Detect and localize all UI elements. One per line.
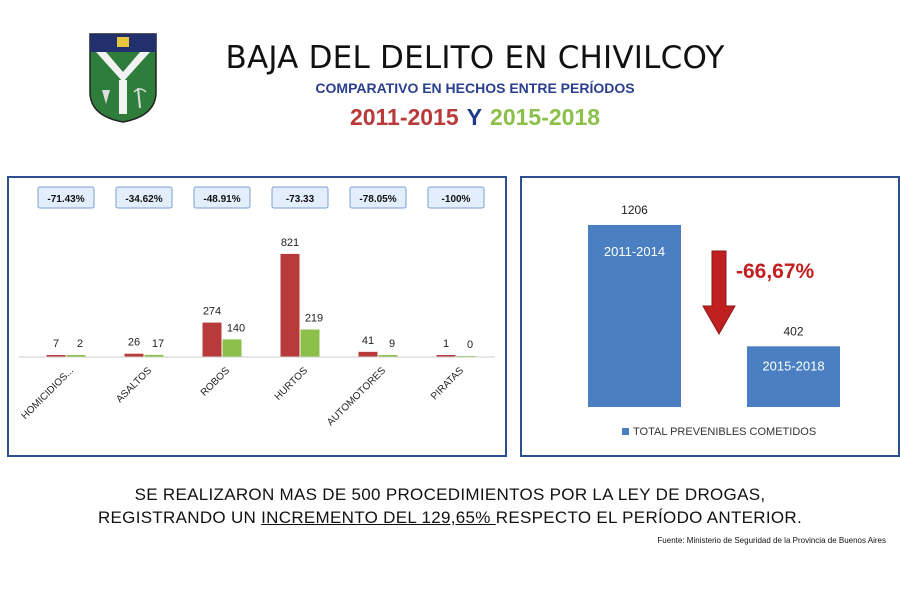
change-badge [271,186,329,209]
bar-period-a [358,351,378,357]
crime-category-chart: -71.43% 7 2 HOMICIDIOS... -34.62% 26 17 ASALTOS… [19,186,495,428]
period-b-label: 2015-2018 [490,104,601,130]
value-label-period-a: 274 [203,306,221,318]
value-label-period-a: 26 [128,337,140,349]
total-bar-period-label: 2015-2018 [762,358,824,373]
total-value-label: 1206 [621,203,648,217]
value-label-period-a: 821 [281,237,299,249]
total-preventable-chart-panel: 1206 2011-2014 402 2015-2018 -66,67% TOTAL PR… [520,176,900,457]
page-subtitle: COMPARATIVO EN HECHOS ENTRE PERÍODOS [315,80,635,96]
period-a-label: 2011-2015 [349,104,459,130]
change-badge-label: -71.43% [47,194,84,205]
change-badge [349,186,407,209]
value-label-period-b: 140 [227,322,245,334]
increment-note-underlined: INCREMENTO DEL 129,65% [261,508,496,527]
total-bar [588,224,681,407]
value-label-period-a: 41 [362,335,374,347]
change-badge-label: -73.33 [286,194,315,205]
increment-note-suffix: RESPECTO EL PERÍODO ANTERIOR. [495,508,803,527]
total-bar [747,346,840,407]
period-separator: Y [466,104,483,130]
bar-period-b [300,329,320,357]
bar-period-a [124,353,144,357]
change-badge-label: -100% [442,194,471,205]
legend-swatch [622,428,629,435]
value-label-period-b: 2 [77,338,83,350]
change-badge-label: -78.05% [359,194,396,205]
bar-period-b [66,355,86,357]
change-badge [427,186,485,209]
bar-period-b [144,354,164,357]
value-label-period-b: 219 [305,313,323,325]
drug-procedures-note: SE REALIZARON MAS DE 500 PROCEDIMIENTOS … [134,485,766,504]
category-label: HOMICIDIOS... [20,365,77,422]
change-badge [37,186,95,209]
value-label-period-b: 0 [467,339,473,351]
legend-label: TOTAL PREVENIBLES COMETIDOS [633,426,816,438]
value-label-period-b: 17 [152,338,164,350]
bar-period-a [280,253,300,357]
category-label: HURTOS [273,365,311,403]
category-label: ROBOS [199,365,233,399]
decrease-percentage: -66,67% [736,260,815,283]
increment-note: REGISTRANDO UN INCREMENTO DEL 129,65% RE… [20,508,880,528]
change-badge-label: -34.62% [125,194,162,205]
bar-period-b [222,339,242,357]
value-label-period-a: 7 [53,338,59,350]
increment-note-prefix: REGISTRANDO UN [97,508,262,527]
source-citation: Fuente: Ministerio de Seguridad de la Pr… [657,536,886,545]
change-badge [193,186,251,209]
value-label-period-b: 9 [389,338,395,350]
bar-period-a [436,355,456,357]
change-badge-label: -48.91% [203,194,240,205]
category-label: PIRATAS [429,365,466,402]
total-value-label: 402 [783,324,803,338]
crime-category-chart-panel: -71.43% 7 2 HOMICIDIOS... -34.62% 26 17 ASALTOS… [7,176,507,457]
municipal-crest-logo [89,33,157,123]
change-badge [115,186,173,209]
decrease-arrow-icon [702,250,736,336]
period-comparison: 2011-2015 Y 2015-2018 [180,104,770,131]
category-label: ASALTOS [114,365,154,405]
total-bar-period-label: 2011-2014 [604,244,665,259]
value-label-period-a: 1 [443,338,449,350]
bar-period-a [46,355,66,357]
total-preventable-chart: 1206 2011-2014 402 2015-2018 -66,67% TOTAL PR… [588,203,840,438]
bar-period-a [202,322,222,357]
page-title: BAJA DEL DELITO EN CHIVILCOY [225,40,725,76]
bar-period-b [378,355,398,357]
category-label: AUTOMOTORES [325,365,388,428]
